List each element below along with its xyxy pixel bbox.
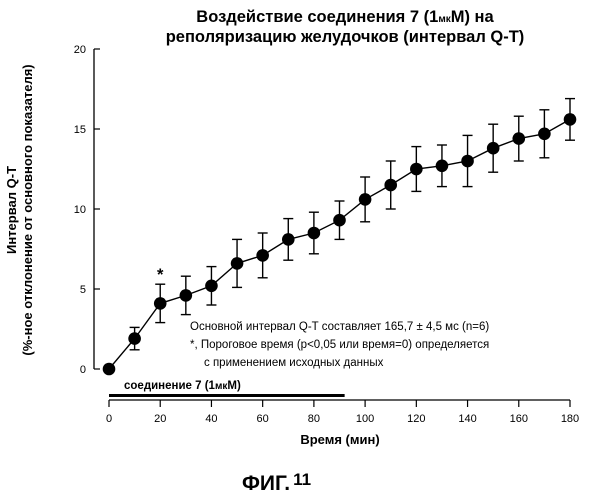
x-ticks: 0 20 40 60 80 100 120 140 160 180 (106, 400, 579, 425)
x-tick-label-40: 40 (205, 413, 217, 425)
x-tick-label-60: 60 (257, 413, 269, 425)
data-point-100 (359, 193, 372, 206)
data-point-120 (410, 163, 423, 176)
data-point-30 (180, 289, 193, 302)
data-point-130 (436, 160, 449, 173)
chart-title-line2: реполяризацию желудочков (интервал Q-T) (166, 28, 525, 46)
compound-bar (109, 394, 345, 397)
data-point-70 (282, 233, 295, 246)
x-tick-label-20: 20 (154, 413, 166, 425)
data-point-140 (461, 155, 474, 168)
data-point-40 (205, 280, 218, 293)
y-axis-label-line1: Интервал Q-T (4, 166, 19, 254)
data-point-170 (538, 128, 551, 141)
data-point-80 (308, 227, 321, 240)
y-tick-label-0: 0 (80, 364, 86, 376)
y-tick-label-15: 15 (74, 124, 86, 136)
data-point-160 (512, 132, 525, 145)
figure-label: ФИГ.11 (242, 470, 311, 495)
x-tick-label-180: 180 (561, 413, 579, 425)
y-tick-label-10: 10 (74, 204, 86, 216)
data-point-20 (154, 297, 167, 310)
annotation-threshold: *, Пороговое время (p<0,05 или время=0) … (190, 339, 489, 351)
compound-bar-label: соединение 7 (1мкМ) (124, 380, 241, 392)
x-tick-label-140: 140 (458, 413, 476, 425)
data-point-110 (384, 179, 397, 192)
y-axis-label-line2: (%-ное отклонение от основного показател… (20, 64, 35, 355)
data-point-10 (128, 332, 141, 345)
chart-title-line1: Воздействие соединения 7 (1мкМ) на (196, 8, 494, 26)
y-tick-label-20: 20 (74, 44, 86, 56)
series-qt-interval (103, 99, 577, 376)
data-point-90 (333, 214, 346, 227)
x-tick-label-80: 80 (308, 413, 320, 425)
data-point-60 (256, 249, 269, 262)
data-point-180 (564, 113, 577, 126)
annotation-threshold-cont: с применением исходных данных (204, 357, 384, 369)
x-tick-label-100: 100 (356, 413, 374, 425)
data-point-50 (231, 257, 244, 270)
annotation-baseline: Основной интервал Q-T составляет 165,7 ±… (190, 321, 489, 333)
y-tick-label-5: 5 (80, 284, 86, 296)
data-point-150 (487, 142, 500, 155)
x-tick-label-120: 120 (407, 413, 425, 425)
y-ticks: 0 5 10 15 20 (74, 44, 100, 376)
data-point-0 (103, 363, 116, 376)
significance-marker: * (157, 266, 164, 284)
x-tick-label-160: 160 (510, 413, 528, 425)
x-axis-label: Время (мин) (300, 432, 379, 447)
x-tick-label-0: 0 (106, 413, 112, 425)
